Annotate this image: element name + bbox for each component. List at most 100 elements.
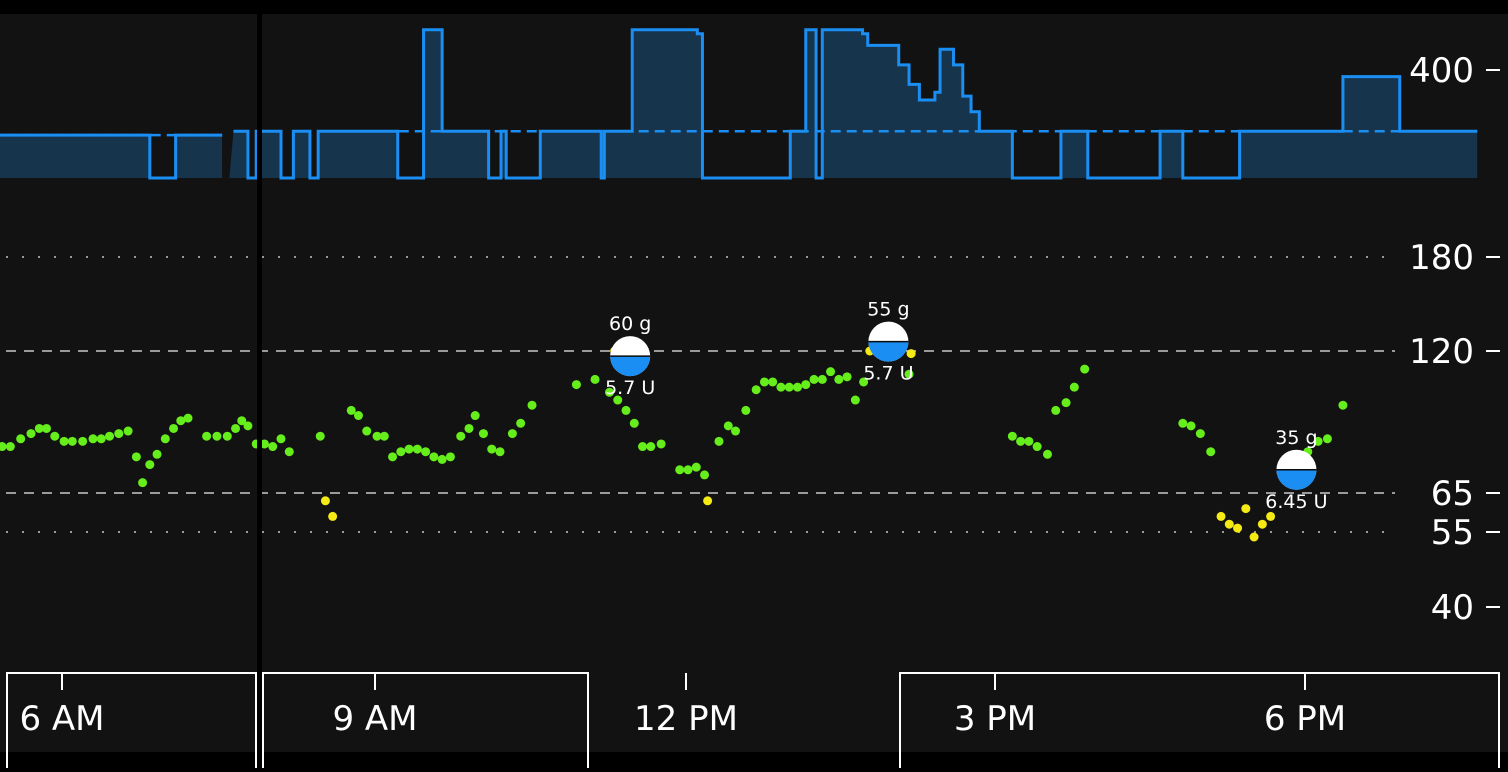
glucose-point [683,465,693,475]
glucose-point [42,423,52,433]
x-tick-label: 6 PM [1264,699,1346,739]
meal-carbs-label: 55 g [867,299,909,321]
x-axis-frame-right [899,672,1500,768]
glucose-point [183,413,193,423]
glucose-point [604,387,614,397]
bolus-half-circle [610,356,651,377]
glucose-point [412,444,422,454]
glucose-point [437,454,447,464]
meal-markers: 60 g 5.7 U 55 g 5.7 U 35 g 6.45 U [605,299,1328,513]
glucose-point [751,385,761,395]
meal-insulin-label: 5.7 U [605,377,655,399]
meal-carbs-label: 60 g [609,313,651,335]
glucose-point [362,426,372,436]
glucose-point [1032,442,1042,452]
glucose-point [16,434,26,444]
glucose-point [571,380,581,390]
glucose-point [590,374,600,384]
glucose-point [346,405,356,415]
glucose-point [26,429,36,439]
glucose-point [96,434,106,444]
glucose-point [456,431,466,441]
glucose-point [237,416,247,426]
glucose-point [138,478,148,488]
glucose-point [714,436,724,446]
glucose-point [1186,421,1196,431]
meal-carbs-label: 35 g [1275,427,1317,449]
glucose-point [731,426,741,436]
glucose-point [78,436,88,446]
glucose-point [114,429,124,439]
glucose-point [1061,398,1071,408]
glucose-point [202,431,212,441]
glucose-point [212,431,222,441]
glucose-point [1080,364,1090,374]
glucose-point [768,377,778,387]
glucose-point [495,447,505,457]
glucose-point [145,460,155,470]
glucose-point [703,496,713,506]
glucose-point [152,449,162,459]
glucose-point [1206,447,1216,457]
meal-marker-2: 35 g 6.45 U [1265,427,1327,513]
glucose-point [123,426,133,436]
glucose-point [105,431,115,441]
glucose-point [1338,400,1348,410]
x-axis: 6 AM 9 AM 12 PM 3 PM 6 PM [6,672,1500,768]
glucose-point [784,382,794,392]
glucose-point [478,429,488,439]
glucose-point [1257,519,1267,529]
meal-marker-1: 55 g 5.7 U [863,299,913,385]
glucose-point [809,374,819,384]
glucose-point [88,434,98,444]
basal-line-1 [233,28,1478,180]
glucose-point [1195,429,1205,439]
y-tick-label: 120 [1409,332,1474,372]
glucose-point [315,431,325,441]
glucose-point [5,442,15,452]
glucose-point [792,382,802,392]
glucose-point [1016,436,1026,446]
glucose-point [1224,519,1234,529]
glucose-point [276,434,286,444]
glucose-point [700,470,710,480]
glucose-point [691,462,701,472]
glucose-point [160,434,170,444]
glucose-point [1249,532,1259,542]
meal-insulin-label: 6.45 U [1265,491,1327,513]
y-tick-label: 400 [1409,51,1474,91]
glucose-point [723,421,733,431]
glucose-point [842,372,852,382]
glucose-point [507,429,517,439]
glucose-point [231,423,241,433]
glucose-point [834,374,844,384]
glucose-point [222,431,232,441]
glucose-point [675,465,685,475]
glucose-point [1178,418,1188,428]
glucose-point [850,395,860,405]
glucose-point [1322,434,1332,444]
y-tick-label: 180 [1409,238,1474,278]
x-axis-frame-mid [262,672,589,768]
glucose-point [741,405,751,415]
glucose-point [328,511,338,521]
glucose-point [801,380,811,390]
meal-insulin-label: 5.7 U [863,363,913,385]
glucose-point [1042,449,1052,459]
glucose-point [859,377,869,387]
glucose-point [131,452,141,462]
glucose-point [50,431,60,441]
glucose-point [379,431,389,441]
glucose-point [372,431,382,441]
glucose-point [1266,511,1276,521]
glucose-point [1233,523,1243,533]
glucose-point [1024,436,1034,446]
x-tick-label: 6 AM [19,699,104,739]
glucose-point [1051,405,1061,415]
glucose-point [421,447,431,457]
glucose-point [638,442,648,452]
y-tick-label: 65 [1431,474,1474,514]
glucose-point [904,369,914,379]
glucose-point [464,423,474,433]
